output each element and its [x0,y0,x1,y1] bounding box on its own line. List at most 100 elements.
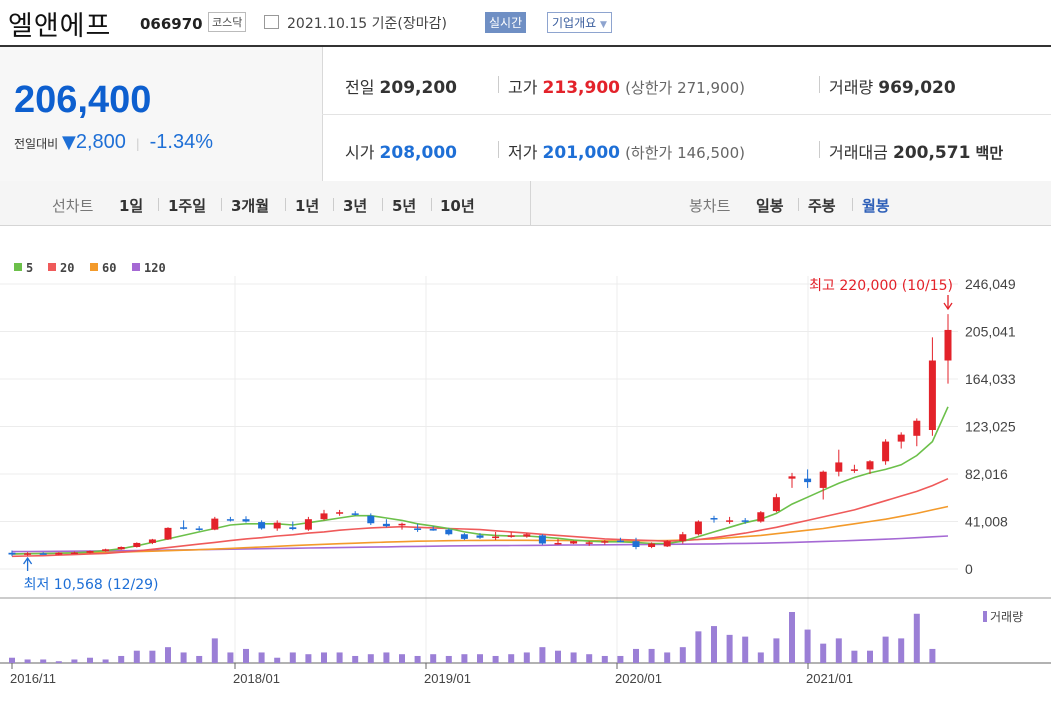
candle-body [507,535,515,537]
base-date: 2021.10.15 기준(장마감) [287,16,447,32]
cell-divider [498,76,499,93]
volume-bar [913,613,920,663]
volume-bar [430,654,437,663]
tab-3year[interactable]: 3년 [343,197,368,215]
volume-bar [118,655,125,663]
candle-body [819,471,827,488]
legend-label: 20 [60,261,74,275]
tab-1year[interactable]: 1년 [295,197,320,215]
volume-bar [492,655,499,663]
stock-chart[interactable]: 246,049 205,041 164,033 123,025 82,016 41,008… [0,226,1051,708]
change-label: 전일대비 [14,137,59,151]
volume-bar [71,659,78,663]
tab-1week[interactable]: 1주일 [168,197,207,215]
candle-body [367,515,375,524]
company-info-label: 기업개요 [552,16,597,30]
volume-bar [555,650,561,663]
candle-body [117,546,125,550]
legend-swatch [90,263,98,271]
market-badge: 코스닥 [208,12,247,32]
volume-bar [40,659,47,663]
volume-bar [321,652,327,663]
volume-bar [789,612,795,663]
min-arrow-icon [23,556,33,571]
y-tick-label: 0 [965,561,973,577]
lower-limit: (하한가 146,500) [625,144,745,162]
tab-monthly[interactable]: 월봉 [862,197,890,215]
candle-body [882,441,890,462]
candle-body [538,535,546,544]
tab-daily[interactable]: 일봉 [756,197,784,215]
candle-body [351,513,359,515]
cell-divider [498,141,499,158]
line-chart-label: 선차트 [52,197,94,215]
company-info-dropdown[interactable]: 기업개요 ▼ [547,12,612,33]
legend-label: 120 [144,261,166,275]
volume-bar [274,657,281,663]
tab-weekly[interactable]: 주봉 [808,197,836,215]
x-tick-label: 2020/01 [615,671,662,686]
volume-bar [648,648,655,663]
volume-bar [367,654,374,663]
candle-body [226,519,234,521]
change-value: 2,800 [75,131,126,153]
stock-code: 066970 [140,15,203,33]
candle-body [55,552,63,555]
trade-volume: 거래량 969,020 [819,74,956,98]
volume-bar [773,638,780,663]
volume-bar [633,648,639,663]
chart-tabs: 선차트 1일 1주일 3개월 1년 3년 5년 10년 봉차트 일봉 주봉 월봉 [0,181,1051,226]
tab-separator [221,198,222,211]
volume-bar [461,654,468,663]
candle-body [944,329,952,361]
candle-body [835,462,843,472]
low-label: 저가 [508,143,538,162]
volume-bar [851,650,858,663]
y-tick-label: 205,041 [965,324,1016,340]
open-label: 시가 [345,143,375,162]
tab-10year[interactable]: 10년 [440,197,475,215]
change-separator: | [135,137,140,151]
candle-body [211,518,219,530]
low-value: 201,000 [542,143,620,163]
y-tick-label: 82,016 [965,466,1008,482]
legend-label: 5 [26,261,33,275]
volume-bar [523,652,530,663]
open-price: 시가 208,000 [345,139,457,163]
volume-bar [711,626,717,663]
x-tick-label: 2018/01 [233,671,280,686]
candle-body [180,527,188,529]
legend-swatch [132,263,140,271]
legend-swatch [14,263,22,271]
quote-row-divider [322,114,1051,115]
volume-bar [586,654,593,663]
candle-body [8,552,16,555]
volume-bar [227,652,234,663]
candle-body [460,534,468,539]
x-tick-label: 2016/11 [10,671,56,686]
min-annotation: 최저 10,568 (12/29) [24,577,159,593]
price-box: 206,400 전일대비 ▼2,800 | -1.34% [0,47,323,181]
realtime-button[interactable]: 실시간 [485,12,527,33]
tab-separator [852,198,853,211]
candle-body [429,529,437,531]
chevron-down-icon: ▼ [600,20,607,30]
tab-separator [431,198,432,211]
tab-5year[interactable]: 5년 [392,197,417,215]
volume-bar [414,655,421,663]
open-value: 208,000 [379,143,457,163]
tabs-divider [530,181,531,225]
candle-body [273,522,281,529]
tab-3month[interactable]: 3개월 [231,197,270,215]
candle-body [616,540,624,543]
tab-separator [382,198,383,211]
max-arrow-icon [943,295,953,311]
candle-body [601,541,609,543]
volume-bar [149,650,156,663]
volume-bar [508,654,515,663]
price-change: 전일대비 ▼2,800 | -1.34% [14,131,213,154]
y-tick-label: 164,033 [965,371,1016,387]
change-percent: -1.34% [149,131,213,153]
candle-body [710,518,718,520]
tab-1day[interactable]: 1일 [119,197,144,215]
